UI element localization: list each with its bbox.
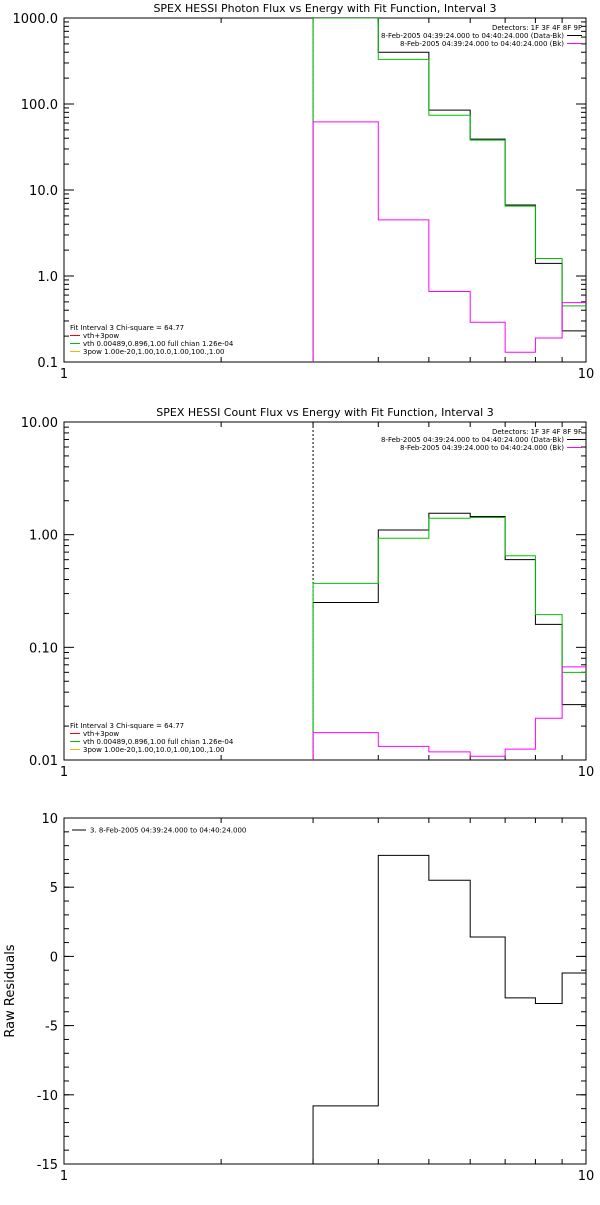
x-tick-label: 1 <box>60 367 68 382</box>
y-tick-label: 1.00 <box>29 529 58 544</box>
fit-legend-title: Fit Interval 3 Chi-square = 64.77 <box>70 722 184 730</box>
data-area <box>312 422 586 760</box>
data-area <box>312 18 586 362</box>
histogram-series-1 <box>312 512 586 760</box>
x-tick-label: 10 <box>578 1169 595 1184</box>
histogram-series-2 <box>312 517 586 760</box>
chart-panel-1: SPEX HESSI Photon Flux vs Energy with Fi… <box>13 2 595 382</box>
fit-legend-entry-text: vth+3pow <box>83 730 119 738</box>
y-tick-label: 0 <box>50 950 58 965</box>
y-tick-label: 10.0 <box>29 184 58 199</box>
x-tick-label: 10 <box>578 765 595 780</box>
y-tick-label: 0.1 <box>37 356 58 371</box>
y-tick-label: 10 <box>41 812 58 827</box>
chart-panel-2: SPEX HESSI Count Flux vs Energy with Fit… <box>21 406 594 780</box>
y-tick-label: 0.10 <box>29 641 58 656</box>
chart-title: SPEX HESSI Count Flux vs Energy with Fit… <box>156 406 493 419</box>
y-tick-label: 5 <box>50 881 58 896</box>
y-tick-label: 1000.0 <box>13 12 59 27</box>
histogram-series-3 <box>312 121 586 362</box>
legend-entry-text: 8-Feb-2005 04:39:24.000 to 04:40:24.000 … <box>381 436 564 444</box>
x-tick-label: 1 <box>60 1169 68 1184</box>
plot-frame <box>63 817 587 1165</box>
y-tick-label: 10.00 <box>21 416 58 431</box>
chart-panel-3: 1 10 -15 -10 -5 0 5 10 Raw Residuals 3. 8-Feb-200… <box>3 812 594 1184</box>
legend-entry-text: 8-Feb-2005 04:39:24.000 to 04:40:24.000 … <box>400 444 564 452</box>
y-tick-label: 100.0 <box>21 98 58 113</box>
chart-title: SPEX HESSI Photon Flux vs Energy with Fi… <box>153 2 496 15</box>
y-tick-label: -10 <box>37 1089 58 1104</box>
histogram-series-1 <box>312 18 586 362</box>
fit-legend-entry-text: 3pow 1.00e-20,1.00,10.0,1.00,100.,1.00 <box>83 746 225 754</box>
data-area <box>312 854 586 1164</box>
legend-entry-text: 8-Feb-2005 04:39:24.000 to 04:40:24.000 … <box>400 40 564 48</box>
legend-entry-text: 3. 8-Feb-2005 04:39:24.000 to 04:40:24.0… <box>90 827 246 835</box>
plot-frame <box>63 17 587 363</box>
histogram-series-1 <box>312 854 586 1164</box>
plot-frame <box>63 421 587 761</box>
legend-title: Detectors: 1F 3F 4F 8F 9F <box>492 24 582 32</box>
histogram-series-2 <box>312 18 586 362</box>
y-tick-label: -15 <box>37 1158 58 1173</box>
y-axis-label: Raw Residuals <box>3 944 18 1037</box>
y-tick-label: -5 <box>45 1020 58 1035</box>
y-tick-label: 0.01 <box>29 754 58 769</box>
fit-legend-entry-text: vth+3pow <box>83 332 119 340</box>
fit-legend-entry-text: vth 0.00489,0.896,1.00 full chian 1.26e-… <box>83 738 234 746</box>
fit-legend-title: Fit Interval 3 Chi-square = 64.77 <box>70 324 184 332</box>
x-tick-label: 10 <box>578 367 595 382</box>
histogram-series-3 <box>312 666 586 760</box>
legend-entry-text: 8-Feb-2005 04:39:24.000 to 04:40:24.000 … <box>381 32 564 40</box>
fit-legend-entry-text: 3pow 1.00e-20,1.00,10.0,1.00,100.,1.00 <box>83 348 225 356</box>
fit-legend-entry-text: vth 0.00489,0.896,1.00 full chian 1.26e-… <box>83 340 234 348</box>
x-tick-label: 1 <box>60 765 68 780</box>
legend-title: Detectors: 1F 3F 4F 8F 9F <box>492 428 582 436</box>
y-tick-label: 1.0 <box>37 270 58 285</box>
